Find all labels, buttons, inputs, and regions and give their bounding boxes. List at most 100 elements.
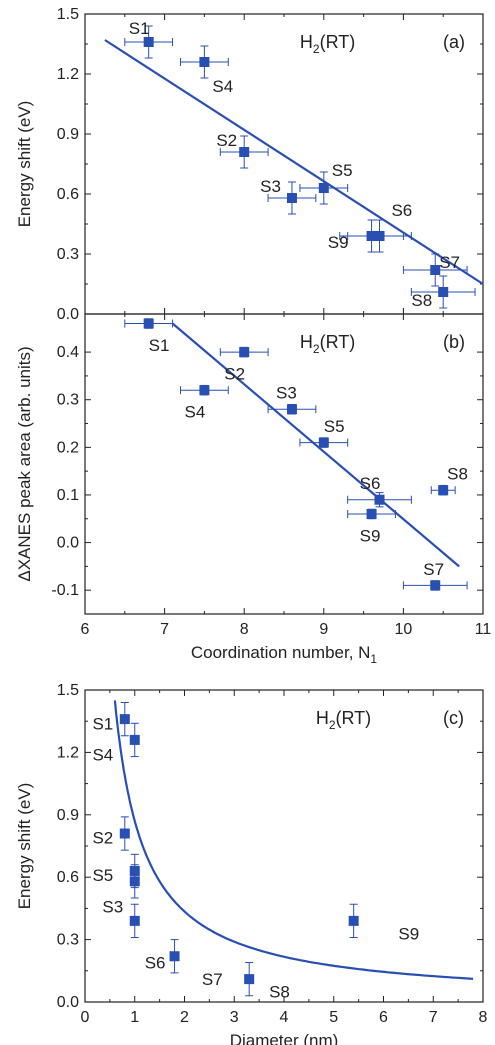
y-tick-label: 0.9 [57,126,79,143]
point-label: S5 [92,866,113,885]
point-label: S1 [129,19,150,38]
y-tick-label: 0.9 [57,807,79,824]
square-marker [438,287,449,297]
data-point [219,135,269,169]
x-tick-label: 8 [479,1009,488,1026]
square-marker [430,580,441,591]
panel-a: 0.0 0.3 0.6 0.9 1.2 1.5 Energy shift (eV) H2(RT… [15,6,484,323]
square-marker [374,494,385,505]
square-marker [348,915,359,926]
data-point [219,346,269,358]
panel-c: 0 1 2 3 4 5 6 7 8 0.0 0.3 0.6 0.9 1.2 1.5 Energy shift … [15,682,488,1045]
data-point [124,318,174,329]
y-tick-label: 1.2 [57,744,79,761]
square-marker [199,385,210,396]
square-marker [129,915,140,926]
data-point [267,403,317,415]
point-label: S5 [324,417,345,436]
fit-curve [113,700,474,980]
point-label: S8 [269,983,290,1002]
point-label: S1 [149,336,170,355]
point-label: S3 [260,177,281,196]
data-point [347,219,412,253]
data-point [119,701,130,737]
square-marker [318,437,329,448]
square-marker [318,183,329,193]
square-marker [143,318,154,329]
data-point [119,816,130,851]
y-axis-label: ΔXANES peak area (arb. units) [15,346,34,581]
x-tick-label: 1 [130,1009,139,1026]
x-tick-label: 7 [429,1009,438,1026]
point-label: S6 [145,953,166,972]
y-tick-label: 1.5 [57,682,79,699]
point-label: S3 [102,897,123,916]
y-tick-label: 0.6 [57,186,79,203]
condition-label: H2(RT) [300,332,355,356]
square-marker [366,509,377,519]
y-tick-label: 1.5 [57,6,79,23]
fit-line [104,39,484,285]
x-tick-label: 11 [475,621,492,638]
point-label: S4 [92,745,113,764]
data-point [402,580,468,591]
x-tick-label: 4 [280,1009,289,1026]
condition-label: H2(RT) [300,32,355,56]
data-point [169,939,180,974]
x-tick-label: 0 [81,1009,90,1026]
square-marker [244,974,255,985]
square-marker [129,876,140,887]
point-label: S3 [276,384,297,403]
data-point [347,492,412,508]
x-axis-label: Diameter (nm) [230,1031,339,1045]
data-point [267,181,317,215]
x-tick-label: 3 [230,1009,239,1026]
point-label: S9 [360,526,381,545]
x-tick-label: 7 [160,621,169,638]
x-tick-label: 5 [329,1009,338,1026]
square-marker [286,193,297,203]
y-tick-label: 0.1 [57,487,79,504]
point-label: S7 [423,560,444,579]
square-marker [199,57,210,67]
point-label: S4 [185,403,206,422]
x-tick-label: 6 [379,1009,388,1026]
point-label: S5 [332,161,353,180]
x-axis-label: Coordination number, N1 [191,643,378,666]
panel-letter: (c) [443,708,464,728]
square-marker [169,951,180,962]
x-tick-label: 6 [81,621,90,638]
data-point [410,275,476,309]
fit-line [171,322,460,568]
y-axis-label: Energy shift (eV) [15,783,34,910]
data-point [124,25,174,59]
x-tick-label: 9 [319,621,328,638]
y-tick-label: 0.0 [57,535,79,552]
point-label: S6 [391,201,412,220]
y-tick-label: 0.2 [57,439,79,456]
x-tick-label: 2 [180,1009,189,1026]
y-tick-label: 0.3 [57,392,79,409]
y-tick-label: 0.0 [57,306,79,323]
point-label: S8 [411,291,432,310]
point-label: S1 [92,714,113,733]
data-point [299,437,349,448]
data-point [348,903,359,939]
data-point [129,864,140,899]
x-tick-label: 8 [240,621,249,638]
data-point [430,484,456,496]
y-tick-label: 0.3 [57,932,79,949]
data-point [129,903,140,939]
square-marker [129,734,140,745]
x-tick-label: 10 [395,621,413,638]
point-label: S7 [202,970,223,989]
data-point [402,253,468,287]
y-tick-label: -0.1 [51,582,79,599]
square-marker [239,147,250,157]
panel-letter: (a) [443,32,465,52]
point-label: S2 [92,829,113,848]
y-tick-label: 0.6 [57,869,79,886]
data-point [180,384,229,396]
point-label: S4 [212,77,233,96]
